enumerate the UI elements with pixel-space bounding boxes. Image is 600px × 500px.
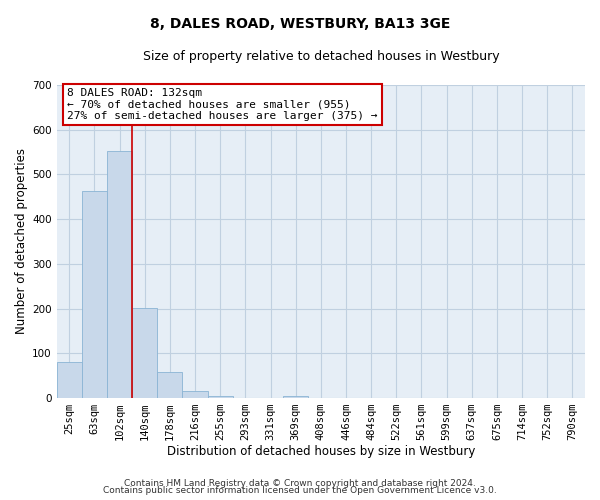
Bar [56,362,82,398]
X-axis label: Distribution of detached houses by size in Westbury: Distribution of detached houses by size … [167,444,475,458]
Bar [82,191,107,398]
Bar [132,308,157,398]
Text: Contains public sector information licensed under the Open Government Licence v3: Contains public sector information licen… [103,486,497,495]
Title: Size of property relative to detached houses in Westbury: Size of property relative to detached ho… [143,50,499,63]
Bar [107,150,132,398]
Text: Contains HM Land Registry data © Crown copyright and database right 2024.: Contains HM Land Registry data © Crown c… [124,478,476,488]
Bar [283,396,308,398]
Text: 8, DALES ROAD, WESTBURY, BA13 3GE: 8, DALES ROAD, WESTBURY, BA13 3GE [150,18,450,32]
Bar [182,392,208,398]
Y-axis label: Number of detached properties: Number of detached properties [15,148,28,334]
Bar [208,396,233,398]
Text: 8 DALES ROAD: 132sqm
← 70% of detached houses are smaller (955)
27% of semi-deta: 8 DALES ROAD: 132sqm ← 70% of detached h… [67,88,378,122]
Bar [157,372,182,398]
